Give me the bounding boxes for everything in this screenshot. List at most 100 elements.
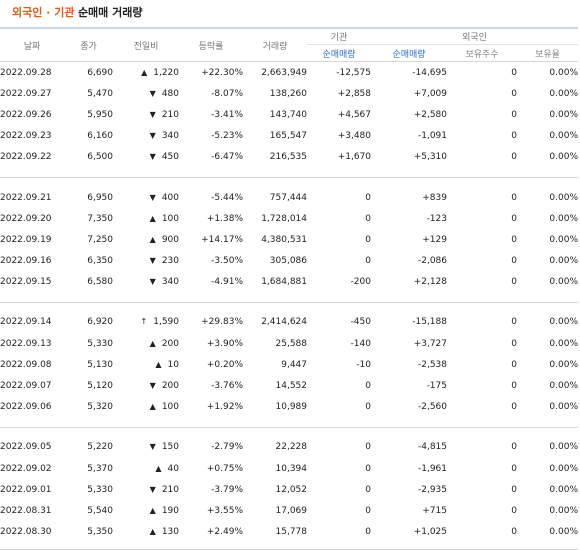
cell-foreign-net: -123 (426, 213, 447, 224)
cell-holdings: 0 (511, 505, 517, 516)
cell-holding-ratio: 0.00% (549, 317, 578, 328)
header-volume: 거래량 (243, 28, 307, 62)
arrow-up-icon: ▲ (149, 402, 156, 412)
arrow-down-icon: ▼ (149, 256, 156, 266)
cell-holding-ratio: 0.00% (549, 213, 578, 224)
cell-holdings: 0 (511, 277, 517, 288)
group-divider (0, 167, 578, 178)
cell-rate: -3.79% (211, 484, 243, 495)
table-row: 2022.09.22 6,500 ▼ 450 -6.47% 216,535 +1,670 +5… (0, 147, 578, 168)
header-institution: 기관 (307, 28, 371, 45)
cell-foreign-net: -2,086 (417, 256, 447, 267)
cell-holdings: 0 (511, 213, 517, 224)
cell-foreign-net: +839 (422, 192, 447, 203)
cell-close: 5,350 (87, 527, 113, 538)
cell-institution-net: 0 (365, 527, 371, 538)
change-value: 210 (161, 109, 179, 120)
cell-institution-net: 0 (365, 442, 371, 453)
cell-holding-ratio: 0.00% (549, 67, 578, 78)
cell-foreign-net: +2,580 (413, 109, 447, 120)
cell-change: ▲ 100 (113, 397, 179, 418)
cell-institution-net: 0 (365, 505, 371, 516)
cell-volume: 143,740 (269, 109, 307, 120)
cell-change: ▲ 130 (113, 522, 179, 543)
trading-volume-table: 날짜 종가 전일비 등락률 거래량 기관 외국인 순매매량 순매매량 보유주수 … (0, 27, 578, 550)
cell-volume: 1,728,014 (261, 213, 307, 224)
cell-foreign-net: -1,091 (417, 131, 447, 142)
cell-holding-ratio: 0.00% (549, 234, 578, 245)
cell-holding-ratio: 0.00% (549, 131, 578, 142)
cell-foreign-net: +1,025 (413, 527, 447, 538)
cell-rate: +3.90% (206, 338, 243, 349)
foreign-institution-panel: 외국인 · 기관 순매매 거래량 날짜 종가 전일비 등락률 거래량 기관 외국… (0, 6, 578, 550)
section-title-highlight: 외국인 · 기관 (12, 6, 75, 19)
change-value: 900 (161, 234, 179, 245)
table-row: 2022.09.13 5,330 ▲ 200 +3.90% 25,588 -140 +3,72… (0, 333, 578, 354)
cell-holdings: 0 (511, 484, 517, 495)
change-value: 480 (161, 88, 179, 99)
cell-holdings: 0 (511, 88, 517, 99)
cell-holdings: 0 (511, 359, 517, 370)
cell-institution-net: +3,480 (337, 131, 371, 142)
cell-institution-net: 0 (365, 234, 371, 245)
cell-change: ▲ 100 (113, 208, 179, 229)
cell-holdings: 0 (511, 527, 517, 538)
arrow-up-icon: ▲ (149, 527, 156, 537)
change-value: 230 (161, 256, 179, 267)
cell-date: 2022.09.05 (0, 442, 52, 453)
cell-date: 2022.09.21 (0, 192, 52, 203)
cell-foreign-net: +3,727 (413, 338, 447, 349)
cell-foreign-net: +5,310 (413, 152, 447, 163)
cell-date: 2022.09.15 (0, 277, 52, 288)
table-row: 2022.09.08 5,130 ▲ 10 +0.20% 9,447 -10 -2,538 0 0… (0, 354, 578, 375)
cell-date: 2022.09.14 (0, 317, 52, 328)
cell-holding-ratio: 0.00% (549, 152, 578, 163)
cell-date: 2022.09.06 (0, 402, 52, 413)
cell-holdings: 0 (511, 109, 517, 120)
cell-volume: 2,663,949 (261, 67, 307, 78)
cell-change: ▲ 190 (113, 500, 179, 521)
cell-rate: +1.38% (206, 213, 243, 224)
cell-rate: -5.44% (211, 192, 243, 203)
arrow-up-icon: ▲ (155, 359, 162, 369)
cell-change: ▲ 200 (113, 333, 179, 354)
change-value: 340 (161, 277, 179, 288)
header-institution-net: 순매매량 (307, 44, 371, 62)
arrow-up-icon: ▲ (149, 338, 156, 348)
cell-rate: -4.91% (211, 277, 243, 288)
cell-institution-net: -12,575 (336, 67, 371, 78)
table-row: 2022.09.26 5,950 ▼ 210 -3.41% 143,740 +4,567 +2… (0, 104, 578, 125)
cell-change: ▼ 480 (113, 83, 179, 104)
header-date: 날짜 (0, 28, 64, 62)
cell-rate: +2.49% (206, 527, 243, 538)
cell-holding-ratio: 0.00% (549, 192, 578, 203)
cell-date: 2022.09.26 (0, 109, 52, 120)
table-body: 2022.09.28 6,690 ▲ 1,220 +22.30% 2,663,949 -12… (0, 62, 578, 550)
cell-close: 6,500 (87, 152, 113, 163)
change-value: 200 (161, 381, 179, 392)
cell-institution-net: 0 (365, 484, 371, 495)
cell-holding-ratio: 0.00% (549, 442, 578, 453)
cell-institution-net: 0 (365, 463, 371, 474)
section-title-rest: 순매매 거래량 (77, 6, 143, 19)
cell-rate: +29.83% (201, 317, 243, 328)
cell-close: 5,950 (87, 109, 113, 120)
arrow-down-icon: ▼ (149, 381, 156, 391)
cell-change: ↑ 1,590 (113, 312, 179, 333)
arrow-down-icon: ▼ (149, 88, 156, 98)
cell-foreign-net: +715 (422, 505, 447, 516)
cell-institution-net: -200 (350, 277, 371, 288)
cell-holdings: 0 (511, 463, 517, 474)
cell-close: 7,250 (87, 234, 113, 245)
group-divider (0, 417, 578, 428)
arrow-down-icon: ▼ (149, 109, 156, 119)
cell-date: 2022.09.13 (0, 338, 52, 349)
table-row: 2022.09.16 6,350 ▼ 230 -3.50% 305,086 0 -2,086 0… (0, 251, 578, 272)
cell-holdings: 0 (511, 131, 517, 142)
cell-holding-ratio: 0.00% (549, 381, 578, 392)
arrow-up-icon: ↑ (140, 317, 148, 327)
arrow-down-icon: ▼ (149, 484, 156, 494)
cell-holding-ratio: 0.00% (549, 505, 578, 516)
cell-close: 5,130 (87, 359, 113, 370)
cell-rate: -3.41% (211, 109, 243, 120)
